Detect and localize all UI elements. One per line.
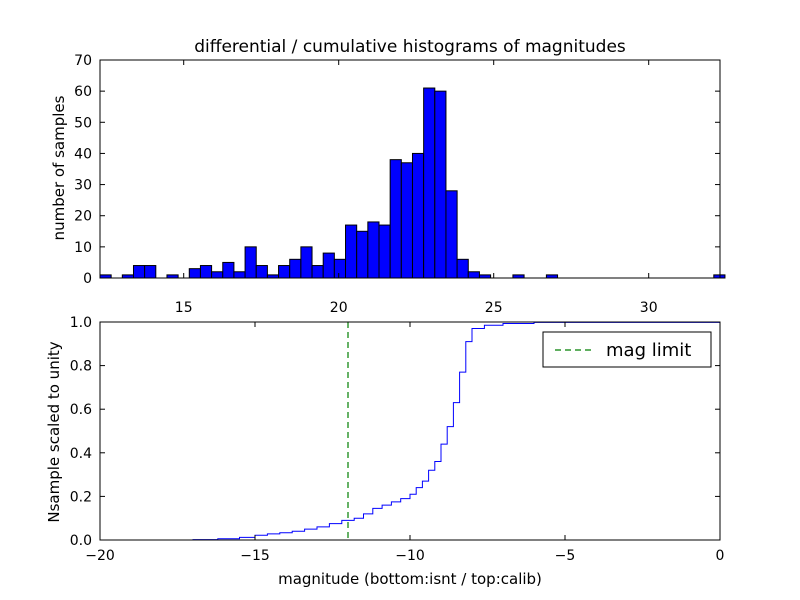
bottom-x-tick-label: −5 xyxy=(555,548,576,564)
cumulative-line xyxy=(100,321,721,541)
histogram-bar xyxy=(289,258,302,279)
bottom-y-axis-label: Nsample scaled to unity xyxy=(45,341,63,522)
histogram-bar xyxy=(244,246,257,279)
histogram-bar xyxy=(389,159,402,279)
histogram-bar xyxy=(356,230,369,279)
bottom-y-tick-label: 0.6 xyxy=(70,402,92,418)
top-y-tick-label: 50 xyxy=(74,115,92,131)
histogram-bar xyxy=(445,190,458,279)
top-x-tick-label: 15 xyxy=(175,300,193,316)
top-y-axis-label: number of samples xyxy=(50,95,68,240)
histogram-bar xyxy=(199,265,213,279)
bottom-x-axis-label: magnitude (bottom:isnt / top:calib) xyxy=(278,570,542,588)
legend-label: mag limit xyxy=(606,340,691,361)
histogram-bar xyxy=(367,221,380,279)
histogram-bar xyxy=(345,224,358,279)
top-x-tick-label: 30 xyxy=(640,300,658,316)
bottom-y-tick-label: 1.0 xyxy=(70,315,92,331)
histogram-bar xyxy=(434,90,447,279)
histogram-bar xyxy=(411,152,425,279)
histogram-bar xyxy=(132,265,146,279)
bottom-x-tick-label: −10 xyxy=(395,548,425,564)
histogram-bar xyxy=(188,268,201,279)
top-y-tick-label: 20 xyxy=(74,209,92,225)
legend: mag limit xyxy=(542,331,712,368)
bottom-cumulative-panel: Nsample scaled to unity magnitude (botto… xyxy=(45,315,724,588)
top-y-tick-label: 60 xyxy=(74,84,92,100)
histogram-bar xyxy=(233,271,246,279)
histogram-bar xyxy=(255,265,268,279)
top-y-tick-label: 10 xyxy=(74,240,92,256)
top-histogram-bars xyxy=(99,87,726,279)
bottom-y-tick-label: 0.0 xyxy=(70,533,92,549)
top-x-tick-label: 25 xyxy=(485,300,503,316)
histogram-bar xyxy=(278,265,291,279)
chart-title: differential / cumulative histograms of … xyxy=(194,37,626,57)
top-y-tick-label: 0 xyxy=(83,271,92,287)
histogram-bar xyxy=(467,271,480,279)
bottom-x-tick-label: −15 xyxy=(240,548,270,564)
histogram-bar xyxy=(322,252,335,279)
histogram-bar xyxy=(333,258,347,279)
top-y-tick-label: 70 xyxy=(74,53,92,69)
top-axis-ticks: 0 10 20 30 40 50 60 70 15 20 25 30 xyxy=(74,53,720,316)
top-y-tick-label: 30 xyxy=(74,178,92,194)
histogram-bar xyxy=(311,265,324,279)
top-y-tick-label: 40 xyxy=(74,146,92,162)
bottom-y-tick-label: 0.2 xyxy=(70,489,92,505)
bottom-y-tick-label: 0.8 xyxy=(70,359,92,375)
histogram-bar xyxy=(378,224,391,279)
top-x-tick-label: 20 xyxy=(330,300,348,316)
histogram-bar xyxy=(144,265,157,279)
histogram-bar xyxy=(222,261,235,279)
top-histogram-panel: differential / cumulative histograms of … xyxy=(50,37,726,316)
bottom-x-tick-label: −20 xyxy=(85,548,115,564)
histogram-bar xyxy=(400,162,413,279)
histogram-bar xyxy=(456,258,469,279)
bottom-plot-frame xyxy=(99,321,721,541)
bottom-x-tick-label: 0 xyxy=(716,548,725,564)
bottom-y-tick-label: 0.4 xyxy=(70,446,92,462)
top-plot-frame xyxy=(99,59,721,279)
histogram-bar xyxy=(423,87,436,279)
histogram-bar xyxy=(300,246,313,279)
histogram-bar xyxy=(211,271,224,279)
